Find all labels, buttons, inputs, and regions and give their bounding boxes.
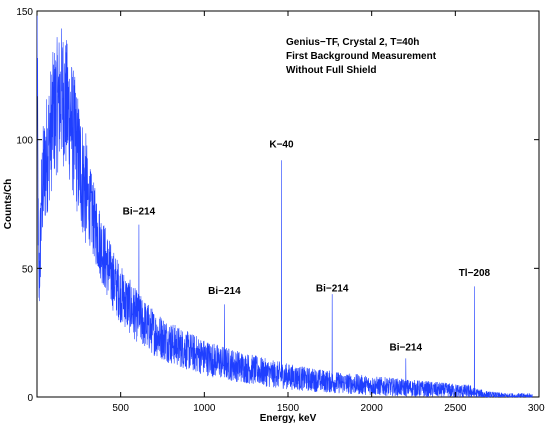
info-line: Without Full Shield <box>286 65 376 76</box>
x-tick-label: 2000 <box>361 403 384 414</box>
x-tick-label: 2500 <box>444 403 467 414</box>
y-tick-label: 50 <box>22 264 34 275</box>
y-tick-label: 0 <box>27 393 33 404</box>
peak-annotation: Tl−208 <box>459 268 491 279</box>
x-tick-label: 500 <box>112 403 129 414</box>
y-tick-label: 150 <box>16 7 33 18</box>
peak-annotation: Bi−214 <box>316 283 349 294</box>
peak-annotation: Bi−214 <box>123 206 156 217</box>
y-tick-label: 100 <box>16 136 33 147</box>
info-line: First Background Measurement <box>286 51 437 62</box>
peak-annotation: Bi−214 <box>390 343 423 354</box>
y-axis-label: Counts/Ch <box>3 179 14 230</box>
spectrum-series <box>36 15 533 399</box>
peak-annotation: K−40 <box>269 139 294 150</box>
x-axis-label: Energy, keV <box>260 413 317 424</box>
x-tick-label: 1500 <box>277 403 300 414</box>
peak-annotation: Bi−214 <box>208 286 241 297</box>
x-tick-label: 1000 <box>193 403 216 414</box>
info-line: Genius−TF, Crystal 2, T=40h <box>286 37 419 48</box>
